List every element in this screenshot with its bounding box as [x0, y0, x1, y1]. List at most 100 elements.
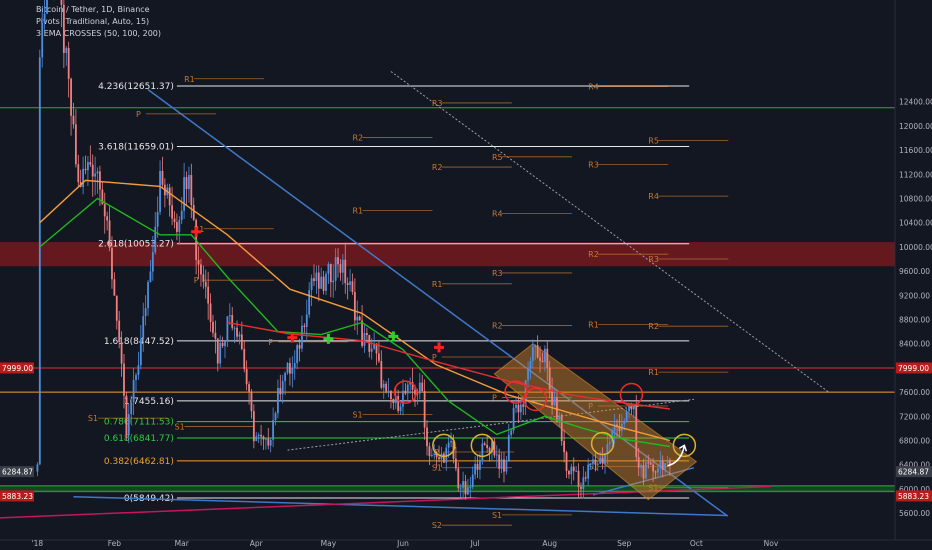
candle-body [406, 384, 409, 394]
candle-body [91, 164, 94, 177]
candle-body [426, 427, 428, 447]
candle-body [522, 404, 525, 407]
candle-body [568, 470, 570, 475]
candle-body [387, 390, 390, 392]
candle-body [587, 464, 590, 479]
candle-body [596, 463, 599, 465]
candle-body [250, 391, 253, 412]
candle-body [279, 388, 282, 395]
candle-body [173, 218, 176, 223]
candle-body [231, 315, 234, 328]
candle-body [512, 407, 515, 431]
candle-body [207, 286, 210, 304]
annotation-circle [470, 433, 495, 458]
candle-body [402, 390, 404, 407]
pivot-label: R1 [194, 225, 205, 234]
pivot-label: R1 [352, 207, 363, 216]
pivot-label: P [492, 394, 497, 403]
candle-body [325, 273, 327, 291]
pivot-label: P [268, 338, 273, 347]
candle-body [46, 0, 48, 14]
pivot-label: R5 [648, 136, 659, 145]
ema-line [39, 197, 671, 448]
candle-body [539, 357, 541, 361]
candle-body [113, 279, 116, 296]
pivots-indicator-label: Pivots (Traditional, Auto, 15) [36, 17, 150, 26]
candle-body [418, 382, 421, 394]
candle-body [613, 424, 616, 432]
candle-body [277, 388, 279, 414]
candle-body [373, 343, 376, 349]
candle-body [517, 404, 520, 413]
candle-body [584, 477, 587, 479]
candle-body [175, 222, 178, 232]
candle-body [510, 430, 513, 436]
candle-body [365, 332, 368, 336]
annotation-circle [432, 433, 456, 458]
price-tag-label: 6284.87 [898, 468, 929, 477]
pink-trendline [0, 485, 771, 519]
candle-body [202, 274, 205, 282]
candle-body [428, 446, 431, 457]
pivot-label: P [432, 353, 437, 362]
candle-body [558, 415, 561, 423]
pivot-label: R2 [352, 133, 363, 142]
candle-body [416, 393, 419, 395]
candle-body [159, 170, 161, 213]
pivot-label: S1 [648, 484, 658, 493]
candle-body [334, 257, 337, 281]
candle-body [546, 348, 549, 368]
candle-body [341, 259, 344, 273]
candle-body [543, 348, 546, 363]
candle-body [144, 308, 147, 317]
y-tick-label: 10800.00 [899, 195, 932, 204]
candle-body [433, 453, 436, 455]
price-tag-label: 6284.87 [2, 468, 33, 477]
candle-body [390, 390, 392, 400]
y-tick-label: 6000.00 [899, 485, 930, 494]
descending-trendline [147, 89, 729, 517]
candle-body [337, 257, 339, 265]
symbol-title: Bitcoin / Tether, 1D, Binance [36, 5, 150, 14]
candle-body [115, 295, 118, 321]
candle-body [36, 464, 39, 472]
candle-body [493, 441, 496, 456]
fib-level-label: 1(7455.16) [124, 397, 174, 407]
candle-body [375, 343, 378, 354]
candle-body [476, 463, 479, 470]
candle-body [188, 175, 190, 190]
candle-body [457, 468, 460, 489]
pivot-label: R1 [648, 368, 659, 377]
candle-body [534, 345, 537, 348]
candle-body [332, 280, 335, 283]
y-tick-label: 7200.00 [899, 412, 930, 421]
candle-body [65, 47, 68, 53]
candle-body [575, 470, 578, 472]
candle-body [108, 220, 111, 248]
candle-body [87, 162, 89, 171]
candle-body [154, 226, 157, 253]
pivot-label: R2 [432, 163, 443, 172]
candle-body [212, 321, 214, 333]
candle-body [536, 345, 539, 358]
plot-area: 4.236(12651.37) 3.618(11659.01) 2.618(1005… [0, 0, 895, 530]
cross-marker [434, 342, 445, 353]
candle-body [438, 457, 440, 460]
candle-body [137, 365, 140, 375]
candle-body [123, 363, 125, 396]
candle-body [659, 461, 662, 469]
dotted-trendline [390, 71, 829, 393]
pivot-label: P [588, 402, 593, 411]
candle-body [106, 216, 109, 221]
candle-body [192, 204, 195, 220]
candle-body [243, 349, 246, 369]
candle-body [317, 272, 320, 289]
candle-body [291, 367, 294, 374]
pivot-label: R1 [588, 320, 599, 329]
candle-body [589, 463, 592, 465]
candle-body [353, 292, 356, 321]
price-tag-label: 5883.23 [898, 492, 929, 501]
candle-body [548, 367, 551, 391]
candle-body [491, 441, 493, 452]
